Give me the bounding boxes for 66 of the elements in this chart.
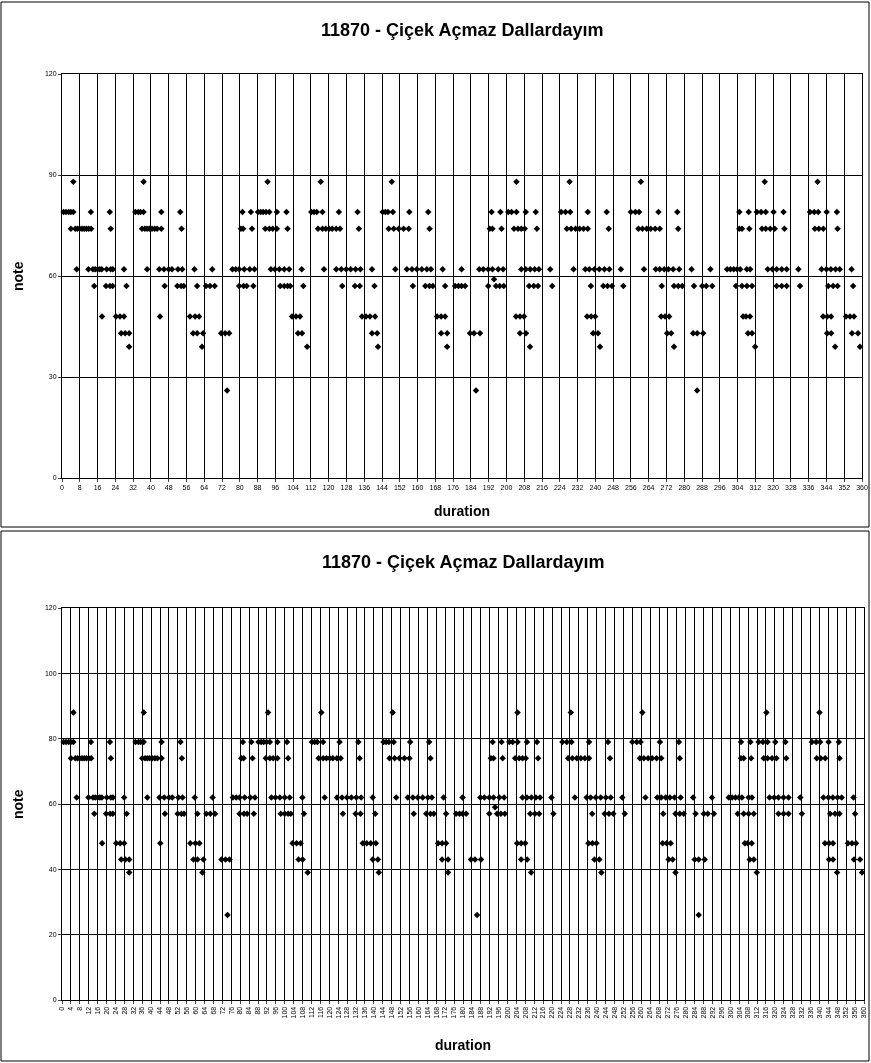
- point: [527, 869, 535, 876]
- point: [443, 343, 451, 350]
- point: [669, 856, 676, 863]
- point: [98, 839, 106, 847]
- point: [667, 839, 674, 847]
- point: [187, 839, 194, 847]
- point: [751, 343, 759, 350]
- point: [763, 709, 770, 716]
- point: [848, 329, 856, 337]
- point: [199, 869, 206, 876]
- point: [373, 329, 381, 337]
- point: [761, 178, 768, 185]
- point: [831, 343, 839, 350]
- point: [443, 329, 451, 337]
- point: [317, 178, 324, 185]
- point: [816, 709, 823, 716]
- point: [389, 709, 396, 716]
- point: [368, 329, 376, 337]
- point: [126, 869, 133, 876]
- point: [126, 856, 133, 863]
- point: [672, 869, 679, 876]
- point: [437, 329, 445, 337]
- point: [375, 869, 383, 876]
- point: [596, 856, 603, 863]
- point: [753, 869, 761, 876]
- point: [476, 329, 484, 337]
- point: [750, 856, 757, 863]
- point: [473, 911, 481, 919]
- point: [70, 178, 77, 185]
- point: [637, 178, 645, 185]
- point: [297, 839, 304, 847]
- point: [318, 709, 325, 716]
- point: [522, 329, 530, 337]
- point: [199, 329, 207, 337]
- point: [70, 709, 77, 716]
- point: [701, 856, 708, 863]
- point: [695, 856, 702, 863]
- point: [854, 329, 862, 337]
- point: [264, 178, 271, 185]
- chart-title: 11870 - Çiçek Açmaz Dallardayım: [322, 552, 605, 572]
- point: [514, 709, 521, 716]
- point: [304, 869, 311, 876]
- point: [157, 839, 164, 847]
- point: [200, 856, 207, 863]
- y-axis-title: note: [10, 789, 26, 819]
- point: [226, 856, 233, 863]
- point: [491, 804, 499, 811]
- point: [748, 839, 755, 847]
- y-axis-title: note: [10, 261, 26, 291]
- point: [303, 343, 311, 350]
- point: [125, 343, 133, 350]
- point: [566, 178, 573, 185]
- point: [814, 178, 821, 185]
- point: [699, 329, 707, 337]
- point: [513, 178, 520, 185]
- chart-title: 11870 - Çiçek Açmaz Dallardayım: [321, 20, 604, 40]
- point: [598, 869, 605, 876]
- point: [140, 709, 148, 716]
- x-axis-title: duration: [435, 1037, 491, 1053]
- point: [140, 178, 147, 185]
- point: [299, 856, 306, 863]
- point: [639, 709, 646, 716]
- point: [695, 911, 702, 919]
- point: [388, 178, 396, 185]
- x-axis-title: duration: [434, 503, 490, 519]
- point: [516, 329, 524, 337]
